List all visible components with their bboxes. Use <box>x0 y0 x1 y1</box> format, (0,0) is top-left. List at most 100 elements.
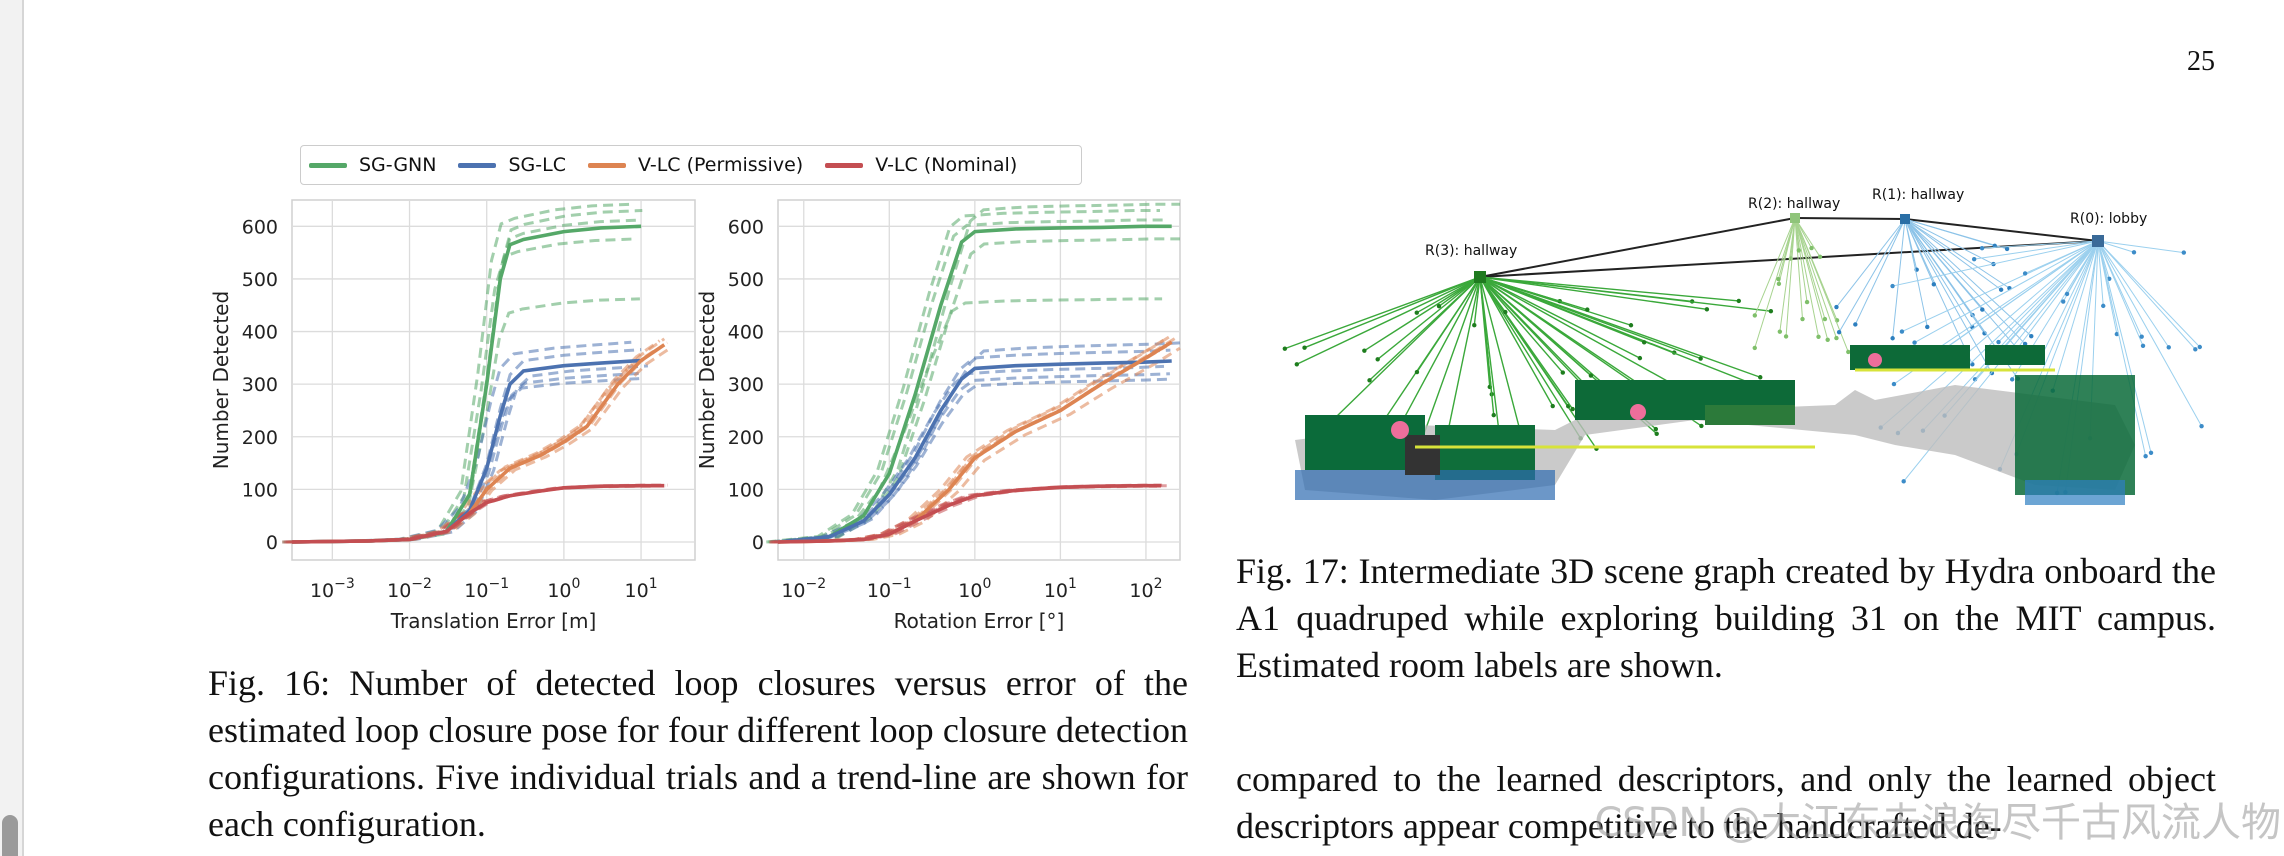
legend-swatch <box>458 162 497 168</box>
object-node <box>1704 307 1710 312</box>
object-node <box>1362 348 1367 353</box>
x-tick-label: 101 <box>625 576 658 602</box>
object-node <box>1822 316 1828 322</box>
object-node <box>1585 307 1590 312</box>
scene-edge <box>1794 217 1826 320</box>
scene-edge <box>1416 276 1481 373</box>
object-node <box>1654 431 1659 436</box>
scene-edge <box>1479 276 1525 446</box>
object-node <box>1809 245 1814 251</box>
object-node <box>1912 340 1917 345</box>
object-node <box>1971 256 1977 262</box>
trial-line <box>787 237 1180 544</box>
legend-swatch <box>309 162 347 168</box>
scene-edge <box>1479 276 1592 377</box>
legend-label: SG-GNN <box>359 154 437 176</box>
scene-edge <box>1479 276 1588 311</box>
object-node <box>1560 370 1566 375</box>
y-tick-label: 600 <box>728 216 764 238</box>
object-node <box>1890 283 1895 289</box>
object-node <box>1503 309 1508 315</box>
legend-label: V-LC (Nominal) <box>875 154 1018 176</box>
object-node <box>1367 378 1372 383</box>
y-tick-label: 300 <box>728 374 764 396</box>
scene-edge <box>2052 240 2099 391</box>
scene-edge <box>1794 217 1849 353</box>
y-tick-label: 200 <box>242 427 278 449</box>
scene-edge <box>1479 276 1645 343</box>
legend-entry: V-LC (Permissive) <box>587 154 803 176</box>
scene-edge <box>2040 240 2099 358</box>
object-node <box>2064 291 2070 297</box>
trial-line <box>786 341 1181 544</box>
scene-edge <box>1904 218 1983 310</box>
x-tick-label: 100 <box>958 576 991 602</box>
scene-edge <box>2097 240 2196 350</box>
object-node <box>1491 412 1496 418</box>
legend-swatch <box>587 162 626 168</box>
object-node <box>1776 276 1781 282</box>
scene-edge <box>1904 218 1973 328</box>
scene-edge <box>1838 218 1906 333</box>
scene-edge <box>1974 240 2099 260</box>
scene-edge <box>1479 276 1641 359</box>
scene-edge <box>1777 217 1796 280</box>
scene-edge <box>1904 218 2010 289</box>
trial-line <box>769 338 1165 544</box>
y-tick-label: 400 <box>242 322 278 344</box>
scene-edge <box>1479 276 1582 439</box>
fig16-charts: 0 100 200 300 400 500 600 10−3 10−2 10−1 100 101 Tra… <box>209 199 1181 633</box>
x-tick-label: 102 <box>1129 576 1162 602</box>
object-node <box>2143 453 2148 459</box>
room-node-r0 <box>2092 235 2104 247</box>
scene-edge <box>1479 276 1554 407</box>
scene-edge <box>2097 240 2104 306</box>
scene-edge <box>1479 276 1771 312</box>
object-node <box>1550 403 1555 409</box>
scene-edge <box>1892 218 1906 339</box>
scene-edge <box>1914 240 2099 344</box>
object-node <box>1294 362 1300 367</box>
object-node <box>1899 329 1905 334</box>
object-node <box>2166 345 2171 350</box>
object-node <box>1653 426 1659 432</box>
fig17-scene-graph: R(3): hallway R(2): hallway R(1): hallwa… <box>1282 187 2204 505</box>
object-node <box>1736 298 1742 304</box>
object-node <box>1834 335 1839 341</box>
y-tick-label: 500 <box>728 269 764 291</box>
scene-edge <box>1438 276 1481 307</box>
y-axis-label: Number Detected <box>209 291 233 469</box>
body-text: compared to the learned descriptors, and… <box>1236 759 2216 846</box>
trial-line <box>286 237 636 544</box>
object-node <box>1375 357 1380 362</box>
legend-entry: SG-LC <box>458 154 566 176</box>
object-node <box>1414 369 1420 375</box>
object-node <box>1853 322 1858 327</box>
fig17-caption: Fig. 17: Intermediate 3D scene graph cre… <box>1236 551 2216 685</box>
y-tick-label: 0 <box>266 532 278 554</box>
object-node <box>1800 316 1805 322</box>
room-node-r1 <box>1900 214 1910 224</box>
object-node <box>1846 349 1851 355</box>
scrollbar-thumb[interactable] <box>2 815 18 856</box>
scene-edge <box>1419 276 1481 446</box>
room-connections <box>1479 217 2099 278</box>
scene-edge <box>1479 276 1564 374</box>
x-tick-label: 101 <box>1044 576 1077 602</box>
scene-edge <box>1904 218 2032 337</box>
scene-edge <box>1904 218 1935 285</box>
x-tick-label: 10−3 <box>310 576 355 602</box>
scene-edge <box>1754 217 1796 349</box>
left-scrollbar[interactable] <box>0 0 24 856</box>
y-tick-label: 100 <box>242 479 278 501</box>
object-node <box>2061 299 2066 304</box>
y-tick-label: 0 <box>752 532 764 554</box>
y-axis-label: Number Detected <box>695 291 719 469</box>
trend-line <box>777 359 1172 544</box>
trend-line <box>291 483 665 544</box>
scene-edge <box>2097 240 2184 254</box>
object-node <box>1637 355 1643 361</box>
x-tick-label: 10−2 <box>387 576 432 602</box>
scene-edge <box>2097 240 2201 348</box>
scene-edge <box>1479 276 1495 416</box>
